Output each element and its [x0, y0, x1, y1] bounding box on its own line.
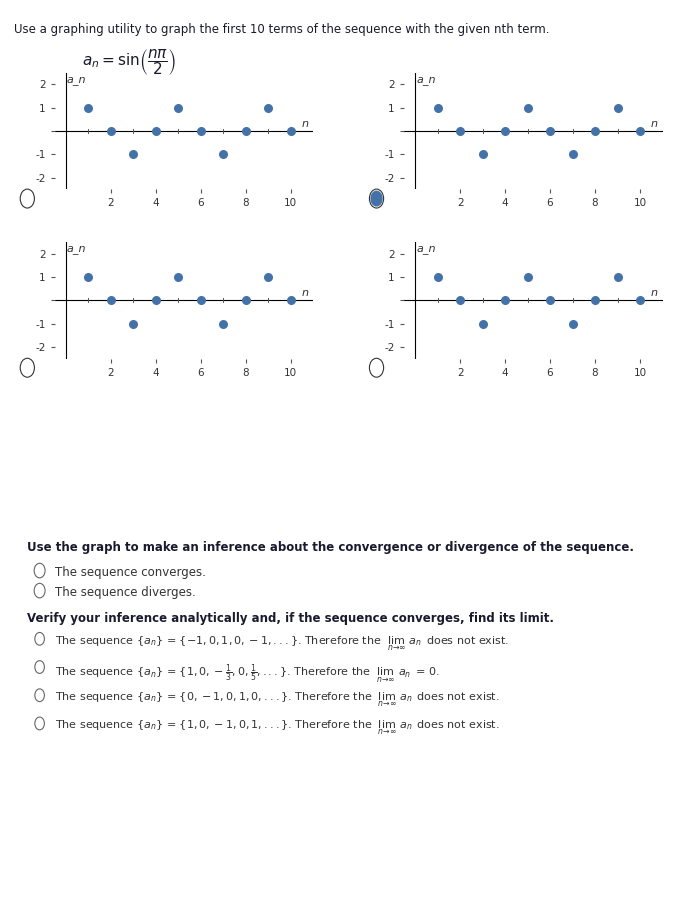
Point [612, 100, 623, 115]
Text: a_n: a_n [67, 76, 87, 86]
Point [263, 269, 274, 284]
Point [173, 269, 184, 284]
Text: n: n [302, 288, 309, 298]
Text: Use the graph to make an inference about the convergence or divergence of the se: Use the graph to make an inference about… [27, 541, 635, 554]
Text: The sequence diverges.: The sequence diverges. [55, 586, 195, 599]
Point [477, 147, 488, 162]
Text: n: n [302, 119, 309, 129]
Point [128, 147, 139, 162]
Point [240, 293, 251, 308]
Point [544, 293, 555, 308]
Text: Verify your inference analytically and, if the sequence converges, find its limi: Verify your inference analytically and, … [27, 612, 555, 624]
Point [589, 124, 600, 138]
Point [567, 147, 578, 162]
Text: $a_n = \sin\!\left(\dfrac{n\pi}{2}\right)$: $a_n = \sin\!\left(\dfrac{n\pi}{2}\right… [82, 47, 176, 77]
Point [589, 293, 600, 308]
Point [218, 147, 229, 162]
Text: a_n: a_n [416, 76, 436, 86]
Point [567, 317, 578, 331]
Point [499, 124, 510, 138]
Point [240, 124, 251, 138]
Point [150, 293, 161, 308]
Point [544, 124, 555, 138]
Text: a_n: a_n [67, 244, 87, 254]
Point [522, 269, 533, 284]
Point [432, 269, 443, 284]
Point [218, 317, 229, 331]
Text: n: n [651, 288, 658, 298]
Point [105, 293, 116, 308]
Point [128, 317, 139, 331]
Text: The sequence $\{a_n\}$ = $\{1, 0, -\frac{1}{3}, 0, \frac{1}{5}, ...\}$. Therefor: The sequence $\{a_n\}$ = $\{1, 0, -\frac… [55, 662, 439, 686]
Text: The sequence $\{a_n\}$ = $\{-1, 0, 1, 0, -1, ...\}$. Therefore the  $\lim_{n\to\: The sequence $\{a_n\}$ = $\{-1, 0, 1, 0,… [55, 634, 509, 652]
Point [83, 100, 94, 115]
Point [150, 124, 161, 138]
Text: The sequence converges.: The sequence converges. [55, 566, 206, 579]
Point [522, 100, 533, 115]
Point [432, 100, 443, 115]
Point [285, 293, 296, 308]
Point [612, 269, 623, 284]
Text: n: n [651, 119, 658, 129]
Point [263, 100, 274, 115]
Text: The sequence $\{a_n\}$ = $\{0, -1, 0, 1, 0, ...\}$. Therefore the  $\lim_{n\to\i: The sequence $\{a_n\}$ = $\{0, -1, 0, 1,… [55, 691, 499, 709]
Point [477, 317, 488, 331]
Point [455, 124, 466, 138]
Point [285, 124, 296, 138]
Point [195, 124, 206, 138]
Point [105, 124, 116, 138]
Text: The sequence $\{a_n\}$ = $\{1, 0, -1, 0, 1, ...\}$. Therefore the  $\lim_{n\to\i: The sequence $\{a_n\}$ = $\{1, 0, -1, 0,… [55, 719, 499, 737]
Point [173, 100, 184, 115]
Point [499, 293, 510, 308]
Point [83, 269, 94, 284]
Point [635, 124, 645, 138]
Point [635, 293, 645, 308]
Point [455, 293, 466, 308]
Text: a_n: a_n [416, 244, 436, 254]
Text: Use a graphing utility to graph the first 10 terms of the sequence with the give: Use a graphing utility to graph the firs… [14, 23, 549, 35]
Point [195, 293, 206, 308]
